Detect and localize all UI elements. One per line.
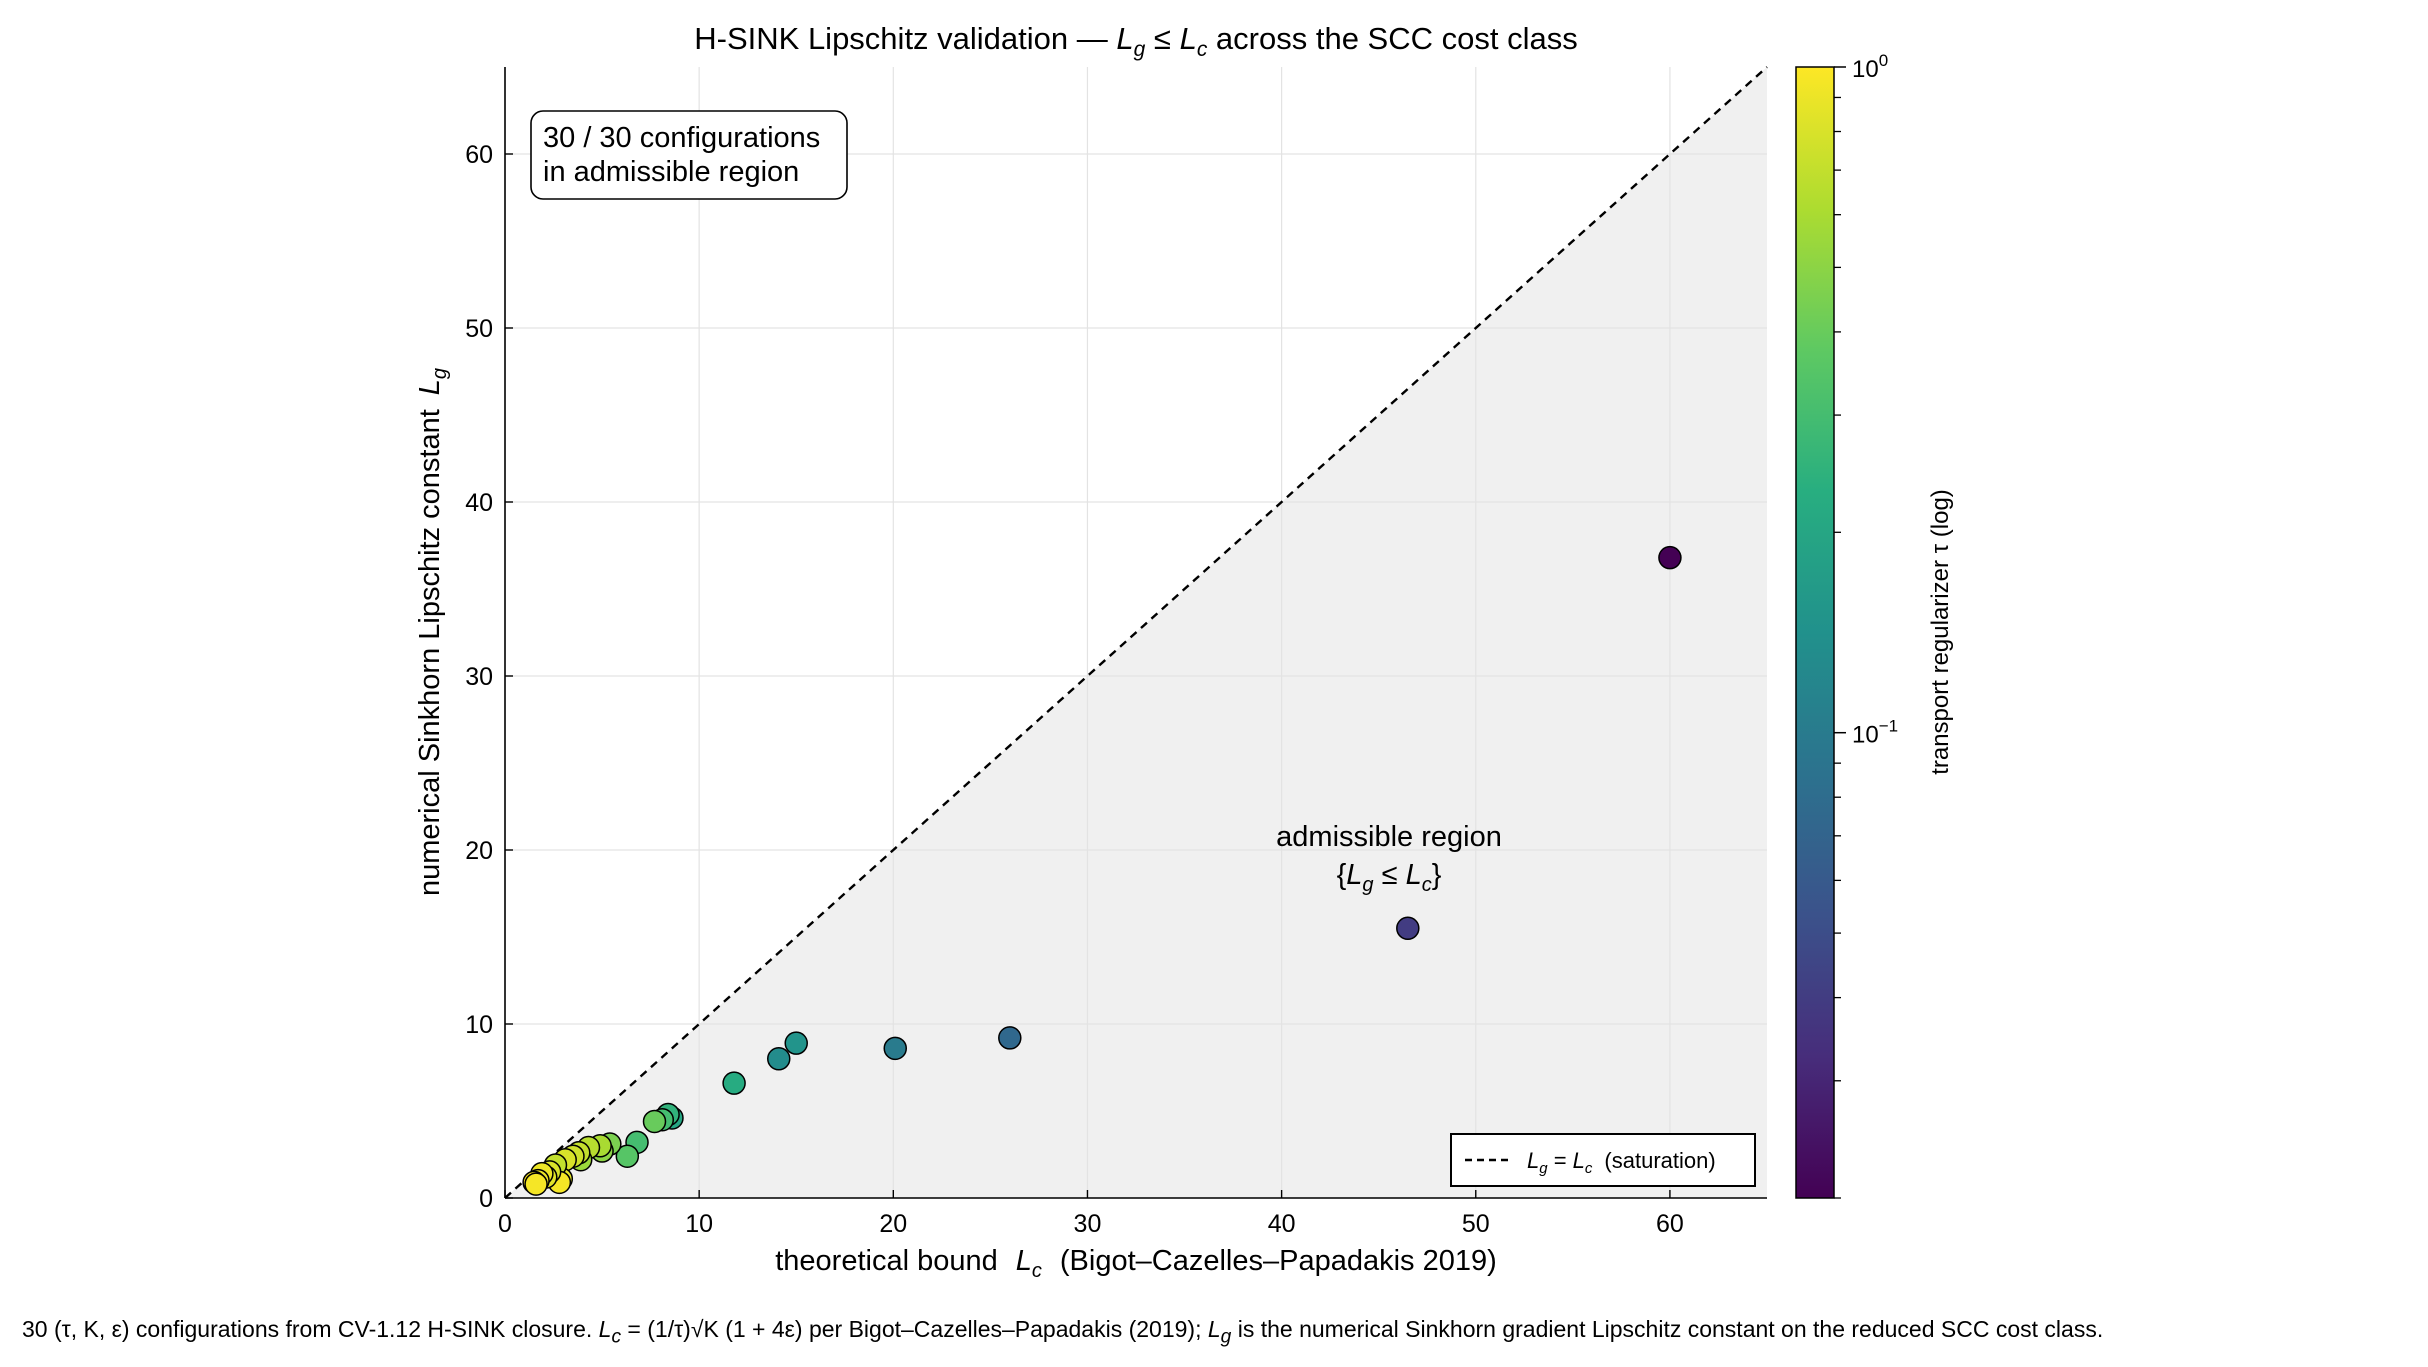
data-point bbox=[722, 1071, 746, 1095]
y-tick-label: 40 bbox=[465, 489, 493, 517]
region-label: admissible region {Lg ≤ Lc} bbox=[1276, 821, 1502, 896]
y-tick-label: 10 bbox=[465, 1011, 493, 1039]
legend: Lg = Lc (saturation) bbox=[1450, 1133, 1756, 1187]
y-tick-label: 20 bbox=[465, 837, 493, 865]
colorbar: 100 10−1 transport regularizer τ (log) bbox=[1795, 51, 1954, 1199]
plot-area: 0 10 20 30 40 50 60 0 10 20 30 40 50 60 bbox=[465, 66, 1768, 1238]
chart-title: H-SINK Lipschitz validation — Lg ≤ Lc ac… bbox=[694, 21, 1577, 61]
figure-caption: 30 (τ, K, ε) configurations from CV-1.12… bbox=[22, 1316, 2104, 1348]
data-point bbox=[1658, 545, 1682, 570]
x-axis-title: theoretical bound Lc (Bigot–Cazelles–Papad… bbox=[775, 1245, 1497, 1282]
data-point bbox=[524, 1172, 548, 1196]
region-label-line2: {Lg ≤ Lc} bbox=[1337, 859, 1442, 896]
colorbar-tick-label: 100 bbox=[1852, 51, 1888, 83]
colorbar-ticks: 100 10−1 bbox=[1834, 51, 1898, 1199]
legend-label: Lg = Lc (saturation) bbox=[1527, 1148, 1716, 1177]
count-box-line1: 30 / 30 configurations bbox=[543, 122, 820, 154]
data-point bbox=[1396, 916, 1420, 941]
data-point bbox=[642, 1109, 667, 1134]
y-tick-label: 30 bbox=[465, 663, 493, 691]
data-point bbox=[615, 1144, 640, 1168]
x-tick-label: 10 bbox=[685, 1210, 713, 1238]
y-tick-label: 60 bbox=[465, 141, 493, 169]
saturation-line bbox=[504, 66, 1768, 1199]
data-point bbox=[767, 1047, 791, 1071]
y-axis-title: numerical Sinkhorn Lipschitz constantLg bbox=[414, 368, 451, 896]
x-tick-label: 50 bbox=[1462, 1210, 1490, 1238]
data-point bbox=[784, 1031, 808, 1055]
x-tick-label: 60 bbox=[1656, 1210, 1684, 1238]
count-box: 30 / 30 configurations in admissible reg… bbox=[530, 110, 848, 200]
x-tick-label: 40 bbox=[1268, 1210, 1296, 1238]
data-point bbox=[998, 1026, 1022, 1050]
y-tick-label: 50 bbox=[465, 315, 493, 343]
colorbar-tick-label: 10−1 bbox=[1852, 717, 1898, 749]
colorbar-gradient bbox=[1795, 66, 1835, 1199]
x-tick-label: 30 bbox=[1074, 1210, 1102, 1238]
data-point bbox=[883, 1036, 907, 1061]
scatter-points bbox=[522, 545, 1682, 1196]
count-box-line2: in admissible region bbox=[543, 156, 799, 188]
x-tick-label: 20 bbox=[879, 1210, 907, 1238]
region-label-line1: admissible region bbox=[1276, 821, 1502, 853]
y-tick-label: 0 bbox=[479, 1185, 493, 1213]
colorbar-label: transport regularizer τ (log) bbox=[1927, 489, 1954, 775]
x-tick-label: 0 bbox=[498, 1210, 512, 1238]
